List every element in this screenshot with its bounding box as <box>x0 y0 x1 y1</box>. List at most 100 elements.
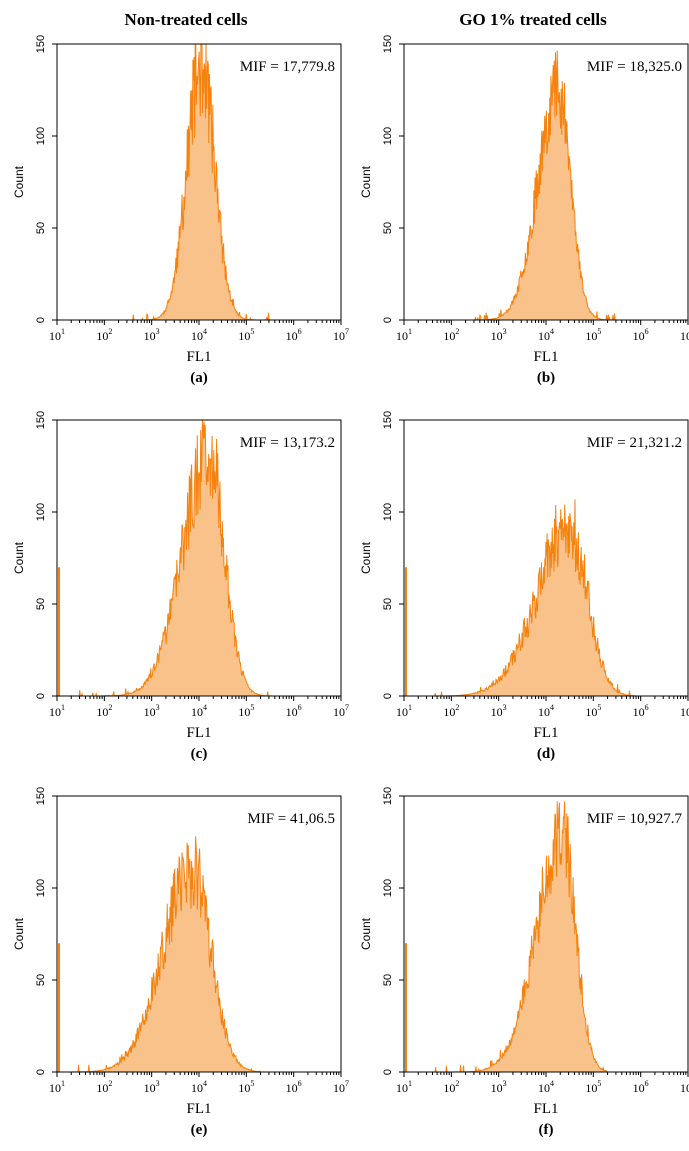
histogram-fill <box>470 50 617 320</box>
x-tick-label: 103 <box>491 703 507 719</box>
x-tick-label: 102 <box>96 327 112 343</box>
x-tick-label: 104 <box>191 327 207 343</box>
histogram-line <box>470 50 617 321</box>
y-tick-label: 50 <box>35 222 47 234</box>
x-tick-label: 104 <box>538 1079 554 1095</box>
column-title-left: Non-treated cells <box>125 10 248 29</box>
y-tick-label: 100 <box>35 503 47 521</box>
x-tick-label: 101 <box>49 327 65 343</box>
x-axis-label: FL1 <box>533 349 558 365</box>
y-tick-label: 0 <box>382 317 394 323</box>
y-axis-label: Count <box>359 165 373 198</box>
x-axis-label: FL1 <box>186 725 211 741</box>
x-tick-label: 107 <box>680 1079 689 1095</box>
y-tick-label: 0 <box>35 1069 47 1075</box>
panel-label: (d) <box>537 746 555 762</box>
y-tick-label: 100 <box>35 127 47 145</box>
chart-panel: 0 50 100 150 Count 101 102 103 104 105 106 107 FL1 (d… <box>359 411 689 762</box>
x-tick-label: 101 <box>396 1079 412 1095</box>
x-tick-label: 101 <box>396 327 412 343</box>
x-tick-label: 105 <box>585 1079 601 1095</box>
x-tick-label: 105 <box>238 327 254 343</box>
x-tick-label: 103 <box>491 327 507 343</box>
chart-panel: 0 50 100 150 Count 101 102 103 104 105 106 107 FL1 (a… <box>12 35 349 386</box>
mif-annotation: MIF = 18,325.0 <box>587 59 682 75</box>
x-tick-label: 107 <box>333 327 349 343</box>
chart-panel: 0 50 100 150 Count 101 102 103 104 105 106 107 FL1 (e… <box>12 787 349 1138</box>
y-axis-label: Count <box>12 541 26 574</box>
y-tick-label: 50 <box>35 974 47 986</box>
x-tick-label: 105 <box>585 703 601 719</box>
mif-annotation: MIF = 13,173.2 <box>240 435 335 451</box>
y-tick-label: 50 <box>382 974 394 986</box>
x-tick-label: 106 <box>633 703 649 719</box>
y-axis-label: Count <box>359 917 373 950</box>
y-axis-label: Count <box>359 541 373 574</box>
x-tick-label: 103 <box>491 1079 507 1095</box>
x-axis-label: FL1 <box>186 1101 211 1117</box>
mif-annotation: MIF = 10,927.7 <box>587 811 683 827</box>
y-tick-label: 100 <box>382 503 394 521</box>
x-tick-label: 101 <box>396 703 412 719</box>
x-tick-label: 101 <box>49 1079 65 1095</box>
mif-annotation: MIF = 21,321.2 <box>587 435 682 451</box>
mif-annotation: MIF = 17,779.8 <box>240 59 335 75</box>
column-title-right: GO 1% treated cells <box>459 10 607 29</box>
x-tick-label: 104 <box>191 1079 207 1095</box>
x-tick-label: 103 <box>144 327 160 343</box>
histogram-fill <box>71 420 275 696</box>
x-tick-label: 102 <box>443 1079 459 1095</box>
y-tick-label: 150 <box>382 787 394 805</box>
x-tick-label: 106 <box>633 327 649 343</box>
y-tick-label: 150 <box>35 787 47 805</box>
panel-label: (a) <box>190 370 208 386</box>
x-tick-label: 102 <box>96 703 112 719</box>
histogram-line <box>432 499 636 697</box>
mif-annotation: MIF = 41,06.5 <box>247 811 335 827</box>
x-tick-label: 107 <box>680 327 689 343</box>
y-tick-label: 0 <box>382 1069 394 1075</box>
y-tick-label: 50 <box>382 598 394 610</box>
x-axis-label: FL1 <box>533 725 558 741</box>
chart-panel: 0 50 100 150 Count 101 102 103 104 105 106 107 FL1 (b… <box>359 35 689 386</box>
x-tick-label: 107 <box>333 703 349 719</box>
y-tick-label: 150 <box>382 35 394 53</box>
x-tick-label: 107 <box>333 1079 349 1095</box>
x-tick-label: 103 <box>144 703 160 719</box>
y-tick-label: 100 <box>35 879 47 897</box>
x-tick-label: 103 <box>144 1079 160 1095</box>
y-tick-label: 100 <box>382 127 394 145</box>
panels: 0 50 100 150 Count 101 102 103 104 105 106 107 FL1 (a… <box>12 35 689 1138</box>
y-tick-label: 50 <box>382 222 394 234</box>
x-tick-label: 101 <box>49 703 65 719</box>
x-tick-label: 105 <box>238 703 254 719</box>
chart-panel: 0 50 100 150 Count 101 102 103 104 105 106 107 FL1 (c… <box>12 411 349 762</box>
x-tick-label: 106 <box>286 327 302 343</box>
panel-label: (c) <box>191 746 208 762</box>
x-tick-label: 102 <box>443 327 459 343</box>
y-tick-label: 150 <box>35 411 47 429</box>
y-tick-label: 0 <box>35 693 47 699</box>
panel-label: (f) <box>539 1122 554 1138</box>
panel-label: (e) <box>191 1122 208 1138</box>
x-tick-label: 107 <box>680 703 689 719</box>
x-tick-label: 106 <box>286 1079 302 1095</box>
x-tick-label: 106 <box>633 1079 649 1095</box>
x-tick-label: 102 <box>443 703 459 719</box>
x-tick-label: 105 <box>238 1079 254 1095</box>
chart-panel: 0 50 100 150 Count 101 102 103 104 105 106 107 FL1 (f… <box>359 787 689 1138</box>
x-axis-label: FL1 <box>186 349 211 365</box>
y-axis-label: Count <box>12 917 26 950</box>
histogram-fill <box>427 801 608 1072</box>
histogram-line <box>71 836 261 1073</box>
x-tick-label: 104 <box>191 703 207 719</box>
x-tick-label: 104 <box>538 703 554 719</box>
x-tick-label: 105 <box>585 327 601 343</box>
y-axis-label: Count <box>12 165 26 198</box>
y-tick-label: 0 <box>35 317 47 323</box>
y-tick-label: 100 <box>382 879 394 897</box>
x-tick-label: 104 <box>538 327 554 343</box>
y-tick-label: 150 <box>382 411 394 429</box>
x-tick-label: 102 <box>96 1079 112 1095</box>
